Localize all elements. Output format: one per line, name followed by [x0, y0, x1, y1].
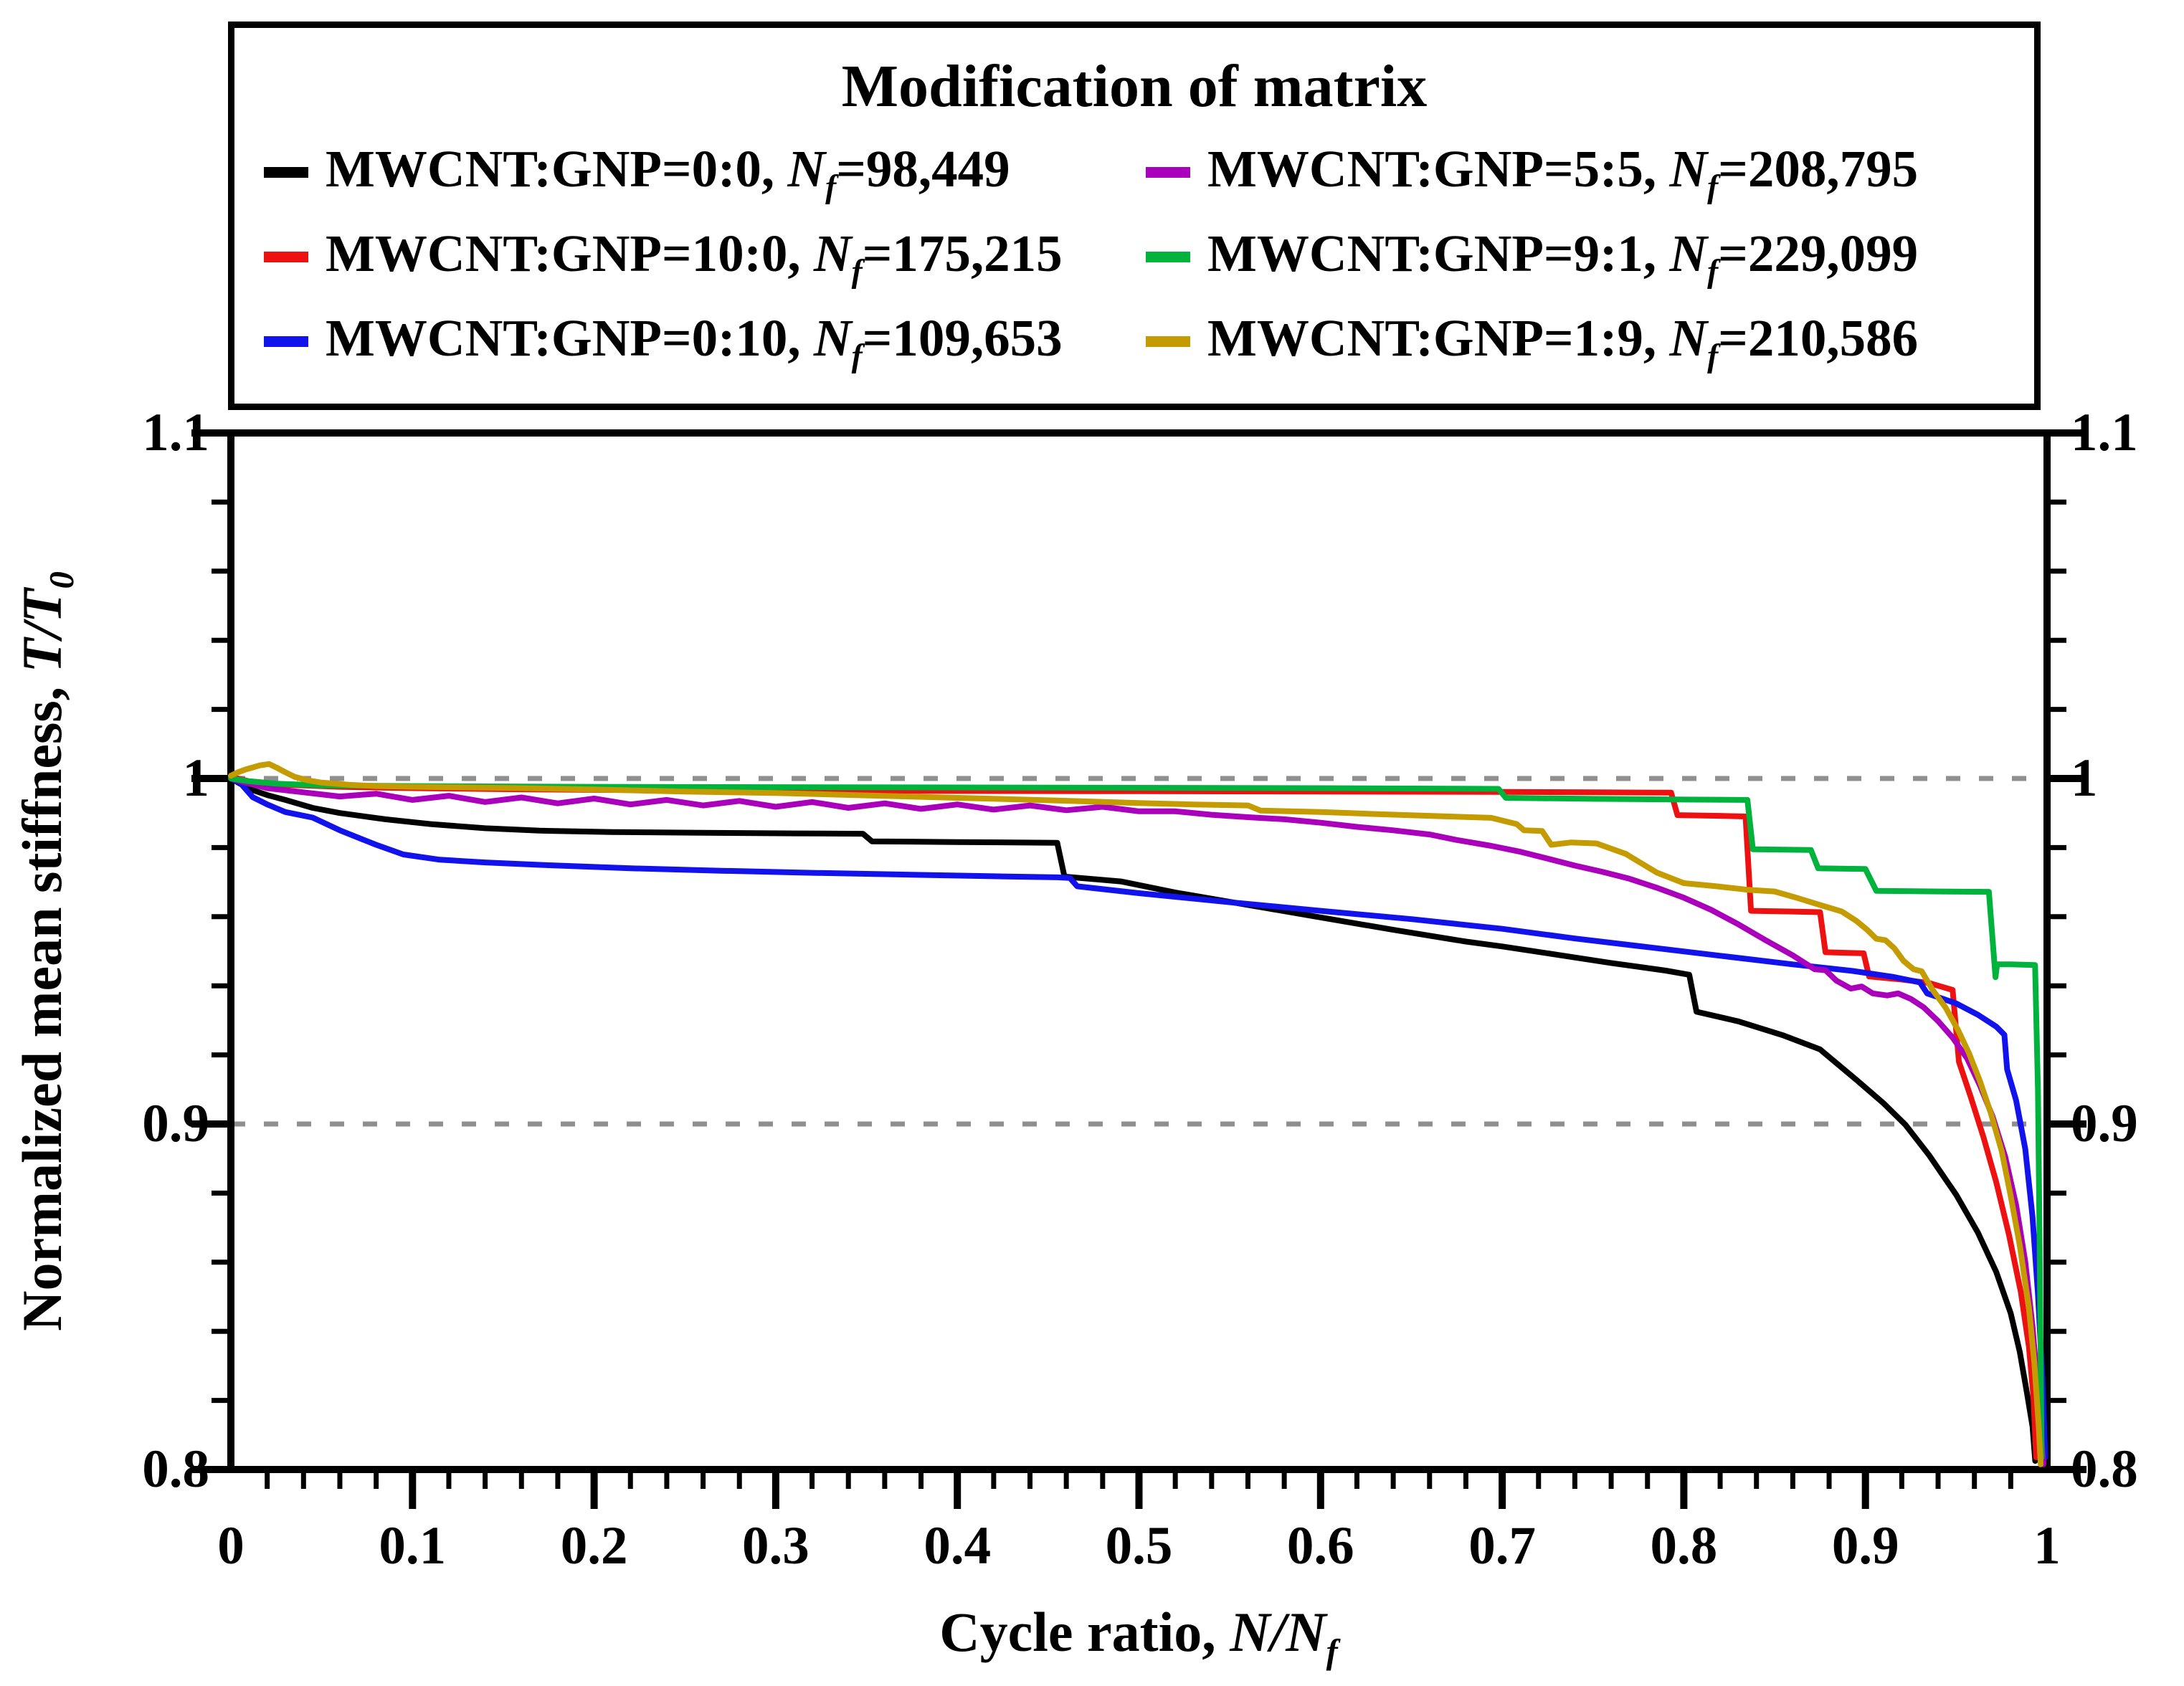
legend-item-mwcnt-gnp-10-0: MWCNT:GNP=10:0, Nf=175,215: [264, 224, 1063, 290]
y-tick-label-left-0.9: 0.9: [142, 1094, 209, 1153]
legend-item-mwcnt-gnp-1-9: MWCNT:GNP=1:9, Nf=210,586: [1146, 308, 1919, 374]
legend-swatch-red: [264, 251, 308, 262]
legend-item-label: MWCNT:GNP=0:0, Nf=98,449: [326, 139, 1010, 205]
y-tick-label-left-0.8: 0.8: [142, 1439, 209, 1499]
legend-title: Modification of matrix: [841, 53, 1428, 120]
legend-swatch-magenta: [1146, 166, 1190, 178]
y-tick-label-right-0.9: 0.9: [2071, 1094, 2138, 1153]
legend-box: Modification of matrix MWCNT:GNP=0:0, Nf…: [228, 22, 2041, 410]
x-tick-label-1: 1: [2033, 1516, 2061, 1576]
series-line-3: [228, 776, 2046, 1467]
legend-swatch-black: [264, 166, 308, 178]
x-axis-title: Cycle ratio, N/Nf: [939, 1601, 1338, 1671]
legend-swatch-olive: [1146, 335, 1190, 347]
legend-swatch-green: [1146, 251, 1190, 262]
legend-item-mwcnt-gnp-5-5: MWCNT:GNP=5:5, Nf=208,795: [1146, 140, 1918, 204]
x-tick-label-0.7: 0.7: [1468, 1516, 1536, 1576]
legend-item-label: MWCNT:GNP=10:0, Nf=175,215: [326, 224, 1063, 290]
legend-item-label: MWCNT:GNP=9:1, Nf=229,099: [1207, 224, 1919, 290]
x-tick-label-0.8: 0.8: [1650, 1516, 1718, 1576]
series-line-1: [228, 773, 2039, 1461]
y-tick-label-left-1: 1: [182, 748, 210, 808]
series-line-2: [228, 776, 2048, 1461]
series-line-4: [228, 776, 2045, 1461]
legend-item-mwcnt-gnp-0-0: MWCNT:GNP=0:0, Nf=98,449: [264, 140, 1010, 204]
legend-item-mwcnt-gnp-0-10: MWCNT:GNP=0:10, Nf=109,653: [264, 308, 1063, 374]
y-tick-label-right-0.8: 0.8: [2071, 1439, 2138, 1499]
x-tick-label-0.5: 0.5: [1105, 1516, 1173, 1576]
x-tick-label-0.9: 0.9: [1831, 1516, 1899, 1576]
legend-item-mwcnt-gnp-9-1: MWCNT:GNP=9:1, Nf=229,099: [1146, 224, 1919, 290]
x-tick-label-0.2: 0.2: [560, 1516, 628, 1576]
legend-swatch-blue: [264, 335, 308, 347]
series-line-0: [228, 776, 2038, 1464]
legend-item-label: MWCNT:GNP=0:10, Nf=109,653: [326, 308, 1063, 374]
y-tick-label-right-1: 1: [2071, 748, 2098, 808]
x-tick-label-0.1: 0.1: [379, 1516, 447, 1576]
legend-item-label: MWCNT:GNP=5:5, Nf=208,795: [1207, 139, 1919, 205]
y-tick-label-left-1.1: 1.1: [142, 403, 209, 462]
x-tick-label-0.3: 0.3: [742, 1516, 809, 1576]
legend-item-label: MWCNT:GNP=1:9, Nf=210,586: [1207, 308, 1919, 374]
y-tick-label-right-1.1: 1.1: [2071, 403, 2138, 462]
y-axis-title: Normalized mean stiffness, T/T0: [11, 571, 81, 1331]
plot-frame: [227, 429, 2051, 1473]
x-tick-label-0: 0: [217, 1516, 244, 1576]
x-tick-label-0.4: 0.4: [924, 1516, 992, 1576]
series-line-5: [228, 761, 2044, 1467]
x-tick-label-0.6: 0.6: [1286, 1516, 1354, 1576]
